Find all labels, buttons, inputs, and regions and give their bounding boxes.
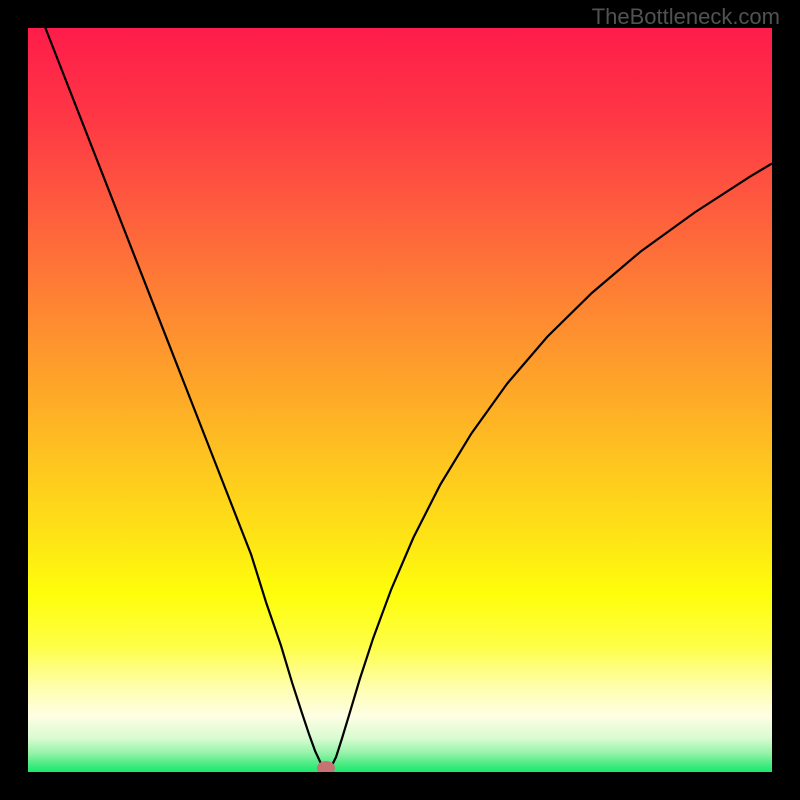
chart-background-gradient [28, 28, 772, 772]
minimum-marker [317, 761, 335, 772]
chart-plot-area [28, 28, 772, 772]
watermark-text: TheBottleneck.com [592, 4, 780, 30]
chart-svg [28, 28, 772, 772]
